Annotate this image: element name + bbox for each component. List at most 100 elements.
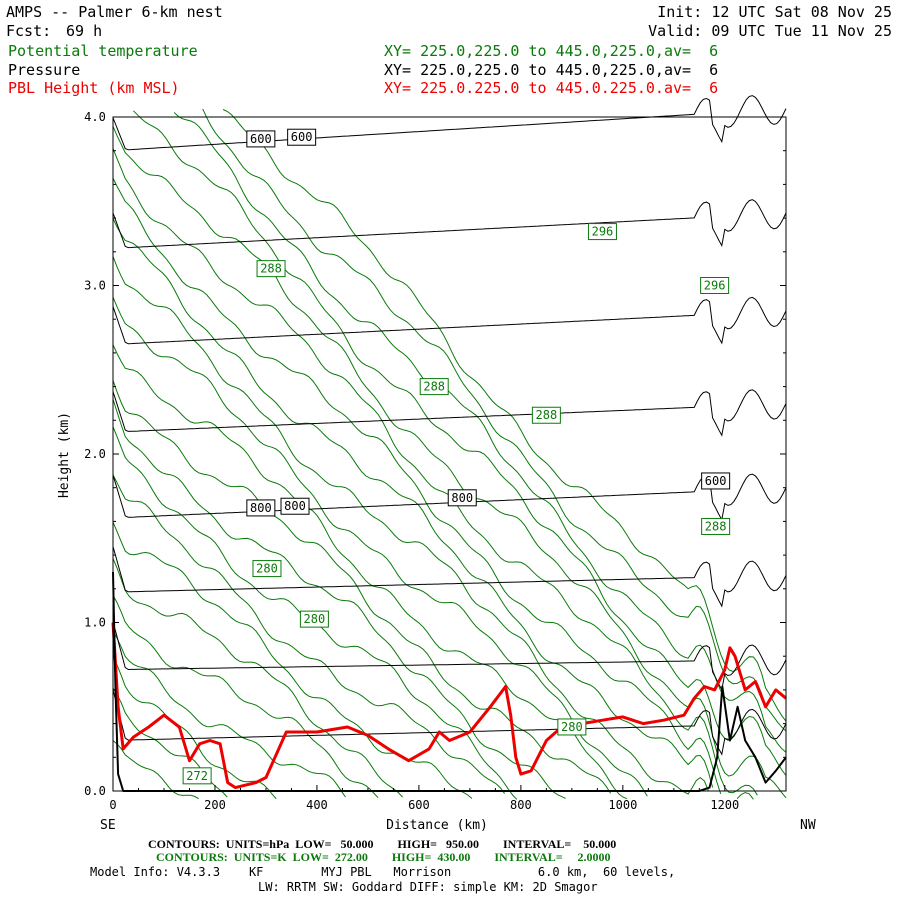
forecast-hour: 69 h	[66, 22, 103, 40]
theta-contour-label: 296	[700, 277, 730, 294]
pressure-contour-line	[112, 389, 787, 437]
theta-contour-label: 272	[182, 767, 212, 785]
pressure-contour-label: 800	[246, 499, 276, 517]
field-theta-name: Potential temperature	[8, 42, 198, 60]
axis-ticks: 0 200 400 600 800 1000 1200 0.0 1.0 2.0 3.0 4.0	[84, 110, 786, 812]
pressure-contour-label-box	[447, 489, 477, 507]
theta-contour-line	[112, 398, 566, 799]
pressure-contour-label-text: 800	[284, 499, 306, 513]
y-tick-label: 1.0	[84, 616, 106, 630]
theta-contour-label-text: 280	[256, 562, 278, 576]
theta-contour-label-box	[700, 277, 730, 294]
terrain-line	[112, 571, 787, 792]
pressure-contour-label-box	[246, 499, 276, 517]
theta-contour-label: 296	[587, 223, 617, 241]
theta-contour-label-box	[182, 767, 212, 785]
footer-pressure-contours: CONTOURS: UNITS=hPa LOW= 50.000 HIGH= 95…	[148, 837, 617, 851]
theta-contours	[112, 108, 787, 800]
theta-contour-label: 288	[701, 517, 731, 535]
theta-contour-label: 288	[531, 406, 561, 424]
pressure-contour-line	[112, 95, 787, 151]
field-pressure-name: Pressure	[8, 61, 81, 79]
theta-contour-line	[112, 177, 722, 795]
theta-contour-label-box	[531, 406, 561, 424]
field-theta-xy: XY= 225.0,225.0 to 445.0,225.0,av= 6	[384, 42, 719, 60]
theta-contour-line	[112, 148, 758, 796]
pressure-contour-line	[112, 296, 787, 345]
y-tick-label: 2.0	[84, 447, 106, 461]
theta-contour-label-text: 272	[186, 769, 208, 783]
x-end-right-label: NW	[800, 818, 816, 833]
footer-model-info: Model Info: V4.3.3 KF MYJ PBL Morrison 6…	[90, 865, 676, 879]
x-tick-label: 200	[204, 798, 226, 812]
theta-contour-line	[112, 218, 714, 788]
x-tick-label: 1200	[710, 798, 739, 812]
theta-contour-label-text: 288	[260, 262, 282, 276]
x-tick-label: 0	[109, 798, 116, 812]
x-end-left-label: SE	[100, 818, 116, 833]
pressure-contour-label: 600	[701, 472, 731, 490]
x-tick-label: 800	[510, 798, 532, 812]
valid-time: Valid: 09 UTC Tue 11 Nov 25	[648, 22, 892, 40]
theta-contour-line	[112, 740, 199, 800]
theta-contour-label: 280	[557, 718, 587, 736]
pressure-contour-label-text: 600	[291, 130, 313, 144]
field-pbl-xy: XY= 225.0.225.0 to 445.0.225.0.av= 6	[384, 79, 719, 97]
pbl-height-line	[111, 622, 787, 790]
theta-contour-label-text: 288	[536, 408, 558, 422]
pressure-contour-label: 600	[246, 130, 276, 148]
theta-contour-label: 280	[299, 610, 329, 628]
theta-contour-label-box	[587, 223, 617, 241]
theta-contour-line	[112, 558, 403, 798]
x-tick-label: 1000	[608, 798, 637, 812]
series-lines	[111, 571, 787, 792]
contour-labels: 600 600 600 800 800 800 296 296 288 288 288 288 280 2…	[182, 128, 731, 785]
y-axis-label: Height (km)	[57, 412, 72, 498]
theta-contour-line	[112, 474, 506, 794]
theta-contour-label-box	[419, 378, 449, 396]
pressure-contour-label-text: 800	[451, 491, 473, 505]
forecast-label: Fcst:	[6, 22, 52, 40]
pressure-contour-label-box	[701, 472, 731, 490]
theta-contour-label: 280	[252, 560, 282, 578]
theta-contour-line	[112, 380, 612, 794]
theta-contour-line	[112, 256, 709, 795]
pressure-contour-label-text: 600	[250, 132, 272, 146]
x-tick-label: 600	[408, 798, 430, 812]
pressure-contour-label-text: 600	[705, 474, 727, 488]
pressure-contour-line	[112, 546, 787, 608]
x-axis-label: Distance (km)	[386, 818, 488, 833]
pressure-contour-label: 600	[287, 128, 317, 146]
pressure-contour-label-box	[280, 497, 310, 515]
theta-contour-label-box	[701, 517, 731, 535]
theta-contour-line	[112, 522, 473, 799]
pressure-contour-label: 800	[447, 489, 477, 507]
theta-contour-label-text: 288	[705, 519, 727, 533]
pressure-contour-label-text: 800	[250, 501, 272, 515]
theta-contour-label: 288	[256, 260, 286, 278]
theta-contour-line	[112, 656, 277, 800]
theta-contour-label-text: 280	[304, 612, 326, 626]
y-tick-label: 0.0	[84, 784, 106, 798]
theta-contour-line	[173, 112, 787, 753]
pressure-contour-label: 800	[280, 497, 310, 515]
y-tick-label: 3.0	[84, 279, 106, 293]
x-tick-label: 400	[306, 798, 328, 812]
field-pbl-name: PBL Height (km MSL)	[8, 79, 180, 97]
field-pressure-xy: XY= 225.0,225.0 to 445.0,225.0,av= 6	[384, 61, 719, 79]
theta-contour-line	[736, 791, 754, 800]
theta-contour-label-text: 288	[423, 380, 445, 394]
y-tick-label: 4.0	[84, 110, 106, 124]
theta-contour-label: 288	[419, 378, 449, 396]
pressure-contour-label-box	[246, 130, 276, 148]
init-time: Init: 12 UTC Sat 08 Nov 25	[657, 3, 892, 21]
theta-contour-line	[202, 108, 787, 732]
theta-contour-line	[112, 594, 379, 799]
footer-physics-info: LW: RRTM SW: Goddard DIFF: simple KM: 2D…	[258, 880, 598, 894]
chart-title: AMPS -- Palmer 6-km nest	[6, 3, 223, 21]
theta-contour-label-box	[252, 560, 282, 578]
footer-theta-contours: CONTOURS: UNITS=K LOW= 272.00 HIGH= 430.…	[156, 850, 611, 864]
pressure-contour-label-box	[287, 128, 317, 146]
pressure-contour-line	[112, 199, 787, 249]
